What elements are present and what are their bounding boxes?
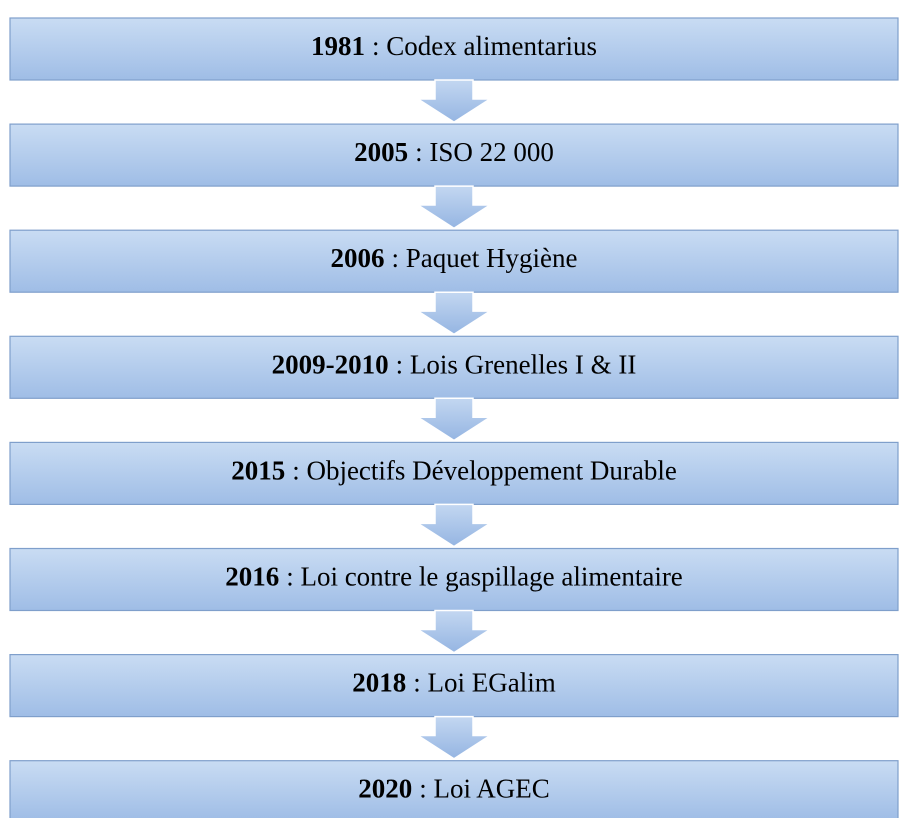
year: 2006 [331,243,385,273]
year: 2005 [354,137,408,167]
timeline-box [9,229,899,293]
timeline-box [9,335,899,399]
year: 2015 [231,456,285,486]
year: 2016 [225,562,279,592]
arrow [415,503,493,548]
event-label: : Loi AGEC [419,774,550,804]
arrow [415,185,493,230]
event-label: : Codex alimentarius [372,31,597,61]
event-label: : Lois Grenelles I & II [396,350,637,380]
timeline-text: 2020: Loi AGEC [358,774,550,804]
timeline-text: 2015: Objectifs Développement Durable [231,456,677,486]
timeline-text: 2006: Paquet Hygiène [331,243,578,273]
event-label: : Objectifs Développement Durable [292,456,677,486]
arrow [415,609,493,654]
arrow [415,397,493,442]
event-label: : Paquet Hygiène [392,243,578,273]
timeline-text: 1981: Codex alimentarius [311,31,597,61]
event-label: : Loi contre le gaspillage alimentaire [286,562,683,592]
event-label: : Loi EGalim [413,668,555,698]
arrow [415,715,493,760]
event-label: : ISO 22 000 [415,137,554,167]
year: 2009-2010 [272,350,389,380]
timeline-box [9,17,899,81]
timeline-box [9,547,899,612]
timeline-text: 2009-2010: Lois Grenelles I & II [272,350,637,380]
timeline-text: 2016: Loi contre le gaspillage alimentai… [225,562,683,592]
arrow [415,79,493,123]
timeline-box [9,760,899,818]
timeline-text: 2018: Loi EGalim [352,668,555,698]
year: 2020 [358,774,412,804]
year: 1981 [311,31,365,61]
timeline-text: 2005: ISO 22 000 [354,137,554,167]
arrow [415,291,493,336]
year: 2018 [352,668,406,698]
timeline-box [9,123,899,187]
timeline-box [9,441,899,505]
